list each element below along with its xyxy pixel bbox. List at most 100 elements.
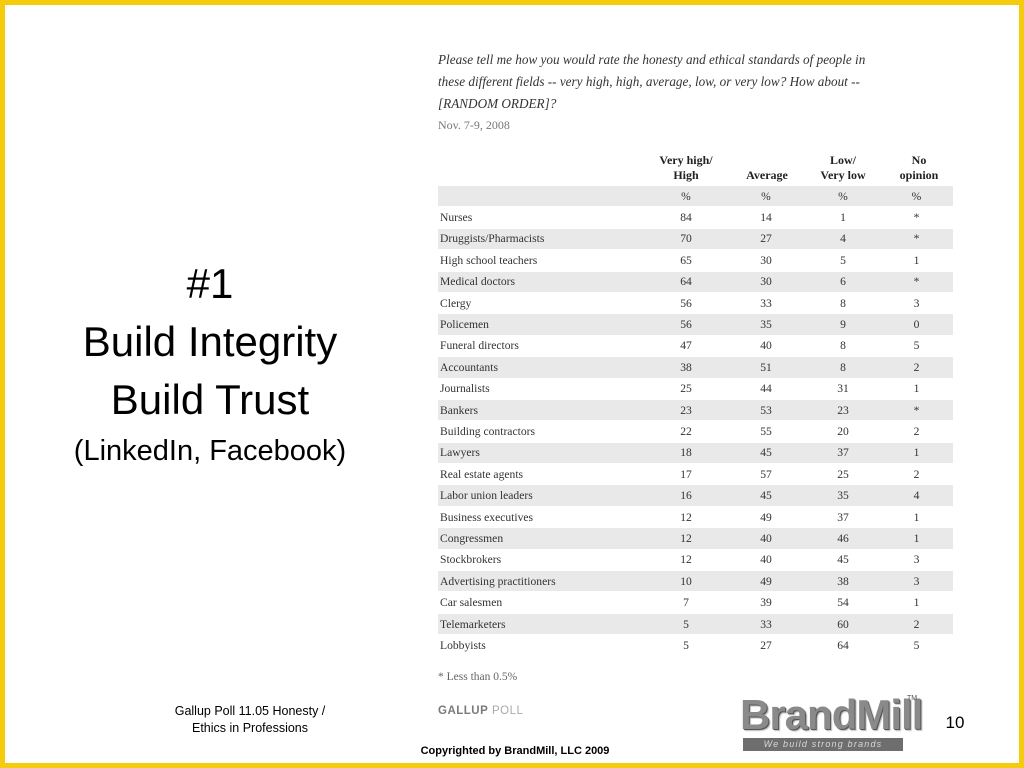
percent-cell: 5 [880, 335, 953, 358]
percent-cell: 8 [806, 292, 880, 315]
column-header-no-opinion: No opinion [879, 153, 959, 183]
percent-cell: 25 [806, 463, 880, 486]
percent-cell: 5 [646, 613, 726, 636]
profession-label: Accountants [438, 356, 646, 379]
percent-cell: 60 [806, 613, 880, 636]
table-row: Bankers 23 53 23 * [438, 399, 953, 422]
percent-cell: 7 [646, 591, 726, 614]
column-header-very-high-line-2: High [673, 168, 699, 182]
gallup-logo-bold: GALLUP [438, 704, 489, 717]
table-row: Real estate agents 17 57 25 2 [438, 463, 953, 486]
percent-cell: 40 [726, 527, 806, 550]
percent-cell: 56 [646, 313, 726, 336]
profession-label: Nurses [438, 206, 646, 229]
percent-cell: 4 [806, 228, 880, 251]
title-line-3: Build Trust [110, 376, 310, 423]
profession-label: Telemarketers [438, 613, 646, 636]
percent-cell: 35 [806, 484, 880, 507]
percent-cell: 22 [646, 420, 726, 443]
percent-cell: 1 [806, 206, 880, 229]
percent-cell: 54 [806, 591, 880, 614]
column-header-low-line-1: Low/ [829, 153, 856, 167]
slide-subtitle: (LinkedIn, Facebook) [73, 435, 347, 467]
percent-cell: 14 [726, 206, 806, 229]
percent-cell: 1 [880, 527, 953, 550]
percent-cell: * [880, 206, 953, 229]
brandmill-tagline: We build strong brands [743, 738, 903, 751]
percent-cell: * [880, 399, 953, 422]
percent-cell: 2 [880, 613, 953, 636]
unit-cell: % [646, 186, 726, 208]
percent-cell: 37 [806, 506, 880, 529]
percent-cell: 70 [646, 228, 726, 251]
profession-label: Journalists [438, 378, 646, 400]
profession-label: Policemen [438, 313, 646, 336]
percent-cell: 65 [646, 249, 726, 272]
percent-cell: 1 [880, 378, 953, 400]
percent-cell: 16 [646, 484, 726, 507]
percent-cell: 8 [806, 335, 880, 358]
gallup-poll-table: Please tell me how you would rate the ho… [438, 49, 953, 717]
table-row: Policemen 56 35 9 0 [438, 313, 953, 336]
percent-cell: 27 [726, 228, 806, 251]
table-row: Stockbrokers 12 40 45 3 [438, 549, 953, 572]
table-row: Car salesmen 7 39 54 1 [438, 591, 953, 614]
percent-cell: 49 [726, 570, 806, 593]
percent-cell: 51 [726, 356, 806, 379]
unit-cell: % [806, 186, 880, 208]
poll-question-line-3: [RANDOM ORDER]? [438, 96, 557, 111]
profession-label: Lawyers [438, 442, 646, 465]
table-row: Lawyers 18 45 37 1 [438, 442, 953, 465]
profession-label: Congressmen [438, 527, 646, 550]
poll-question-line-1: Please tell me how you would rate the ho… [438, 52, 866, 67]
percent-cell: 64 [806, 634, 880, 657]
percent-cell: 4 [880, 484, 953, 507]
percent-cell: 37 [806, 442, 880, 465]
percent-cell: 40 [726, 335, 806, 358]
percent-cell: 55 [726, 420, 806, 443]
percent-cell: 35 [726, 313, 806, 336]
profession-label: Lobbyists [438, 634, 646, 657]
percent-cell: 18 [646, 442, 726, 465]
table-row: High school teachers 65 30 5 1 [438, 249, 953, 272]
gallup-logo-light: POLL [491, 704, 524, 717]
percent-cell: 46 [806, 527, 880, 550]
percent-cell: 2 [880, 356, 953, 379]
percent-cell: 5 [806, 249, 880, 272]
profession-label: Business executives [438, 506, 646, 529]
table-row: Business executives 12 49 37 1 [438, 506, 953, 529]
percent-cell: 31 [806, 378, 880, 400]
table-row: Telemarketers 5 33 60 2 [438, 613, 953, 636]
table-row: Accountants 38 51 8 2 [438, 356, 953, 379]
percent-cell: * [880, 271, 953, 293]
percent-cell: 12 [646, 527, 726, 550]
percent-cell: 40 [726, 549, 806, 572]
table-row: Druggists/Pharmacists 70 27 4 * [438, 228, 953, 251]
percent-cell: 33 [726, 613, 806, 636]
profession-label: Bankers [438, 399, 646, 422]
column-header-very-high-line-1: Very high/ [659, 153, 713, 167]
percent-cell: 9 [806, 313, 880, 336]
percent-cell: 23 [806, 399, 880, 422]
percent-cell: 64 [646, 271, 726, 293]
copyright-notice: Copyrighted by BrandMill, LLC 2009 [420, 745, 610, 757]
percent-cell: 10 [646, 570, 726, 593]
percent-cell: 45 [806, 549, 880, 572]
brandmill-logo-word: BrandMill [740, 691, 923, 738]
percent-cell: 5 [646, 634, 726, 657]
percent-cell: 30 [726, 249, 806, 272]
table-row: Labor union leaders 16 45 35 4 [438, 484, 953, 507]
title-line-2: Build Integrity [82, 318, 338, 365]
percent-cell: 57 [726, 463, 806, 486]
percent-cell: 45 [726, 442, 806, 465]
column-header-very-high: Very high/ High [646, 153, 726, 183]
table-row: Congressmen 12 40 46 1 [438, 527, 953, 550]
percent-cell: 1 [880, 249, 953, 272]
percent-cell: 30 [726, 271, 806, 293]
column-headers: Very high/ High Average Low/ Very low No… [438, 148, 953, 186]
poll-footnote: * Less than 0.5% [438, 670, 518, 683]
percent-cell: 1 [880, 442, 953, 465]
percent-cell: 12 [646, 506, 726, 529]
percent-cell: 1 [880, 506, 953, 529]
profession-label: Stockbrokers [438, 549, 646, 572]
